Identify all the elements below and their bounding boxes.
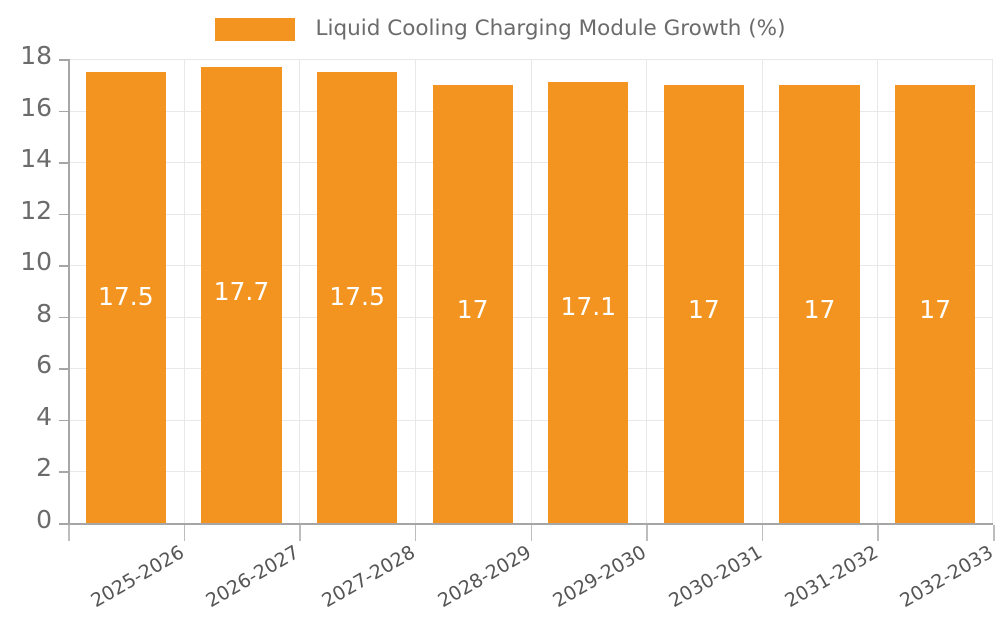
y-axis-tick-mark [59,110,68,113]
y-axis-tick-label: 4 [36,401,52,431]
x-axis-tick-mark [68,525,70,541]
bar[interactable]: 17 [895,84,976,523]
x-axis-tick-mark [761,525,764,541]
bar[interactable]: 17.5 [316,71,398,523]
x-axis-tick-mark [414,525,417,541]
gridline-vertical [761,59,763,523]
y-axis-tick-label: 2 [36,453,52,483]
y-axis-tick-label: 0 [36,505,52,534]
bar[interactable]: 17.7 [201,66,282,523]
gridline-vertical [646,59,648,523]
chart-legend: Liquid Cooling Charging Module Growth (%… [0,12,1000,46]
x-axis-tick-mark [299,525,301,541]
x-axis-tick-mark [530,525,532,541]
bar[interactable]: 17 [432,84,513,523]
y-axis-tick-mark [59,265,68,267]
bar-value-label: 17 [919,294,952,324]
plot-area: 17.5 17.7 17.5 17 17.1 17 17 17 [68,59,993,524]
gridline-vertical [414,59,416,523]
y-axis-tick-mark [59,419,68,422]
y-axis-tick-label: 12 [20,195,52,225]
bar-value-label: 17.5 [329,281,385,311]
bar-value-label: 17 [803,294,836,324]
legend-color-swatch [214,17,295,41]
plot-right-border [992,59,993,523]
y-axis-tick-label: 6 [36,350,52,380]
bar-chart: Liquid Cooling Charging Module Growth (%… [0,12,1000,613]
bar-value-label: 17.7 [213,276,270,306]
y-axis-tick-mark [59,471,68,473]
bar-value-label: 17.5 [97,281,154,311]
gridline-vertical [530,59,532,523]
y-axis-tick-label: 18 [20,41,52,70]
x-axis-tick-mark [183,525,186,541]
bar-value-label: 17 [456,294,489,324]
gridline-vertical [299,59,301,523]
y-axis-tick-mark [59,523,68,525]
bar[interactable]: 17 [663,84,745,523]
x-axis-tick-mark [877,525,879,541]
y-axis-line [68,59,70,524]
gridline-vertical [877,59,879,523]
y-axis-tick-mark [59,213,68,216]
x-axis-line [68,523,993,525]
y-axis-tick-mark [59,316,68,319]
y-axis-tick-mark [59,59,68,61]
y-axis-tick-mark [59,162,68,164]
bar[interactable]: 17.5 [85,71,166,523]
bar-value-label: 17 [688,294,720,324]
y-axis-tick-label: 8 [36,298,52,328]
y-axis-tick-label: 16 [20,92,52,122]
x-axis-tick-mark [646,525,648,541]
bar-value-label: 17.1 [560,292,617,322]
bar[interactable]: 17 [779,84,860,523]
y-axis-tick-label: 14 [20,144,52,174]
bar[interactable]: 17.1 [548,82,629,523]
y-axis-tick-label: 10 [20,247,52,277]
y-axis-tick-mark [59,368,68,370]
x-axis-tick-mark [993,525,995,541]
legend-label: Liquid Cooling Charging Module Growth (%… [315,16,786,42]
gridline-vertical [183,59,185,523]
